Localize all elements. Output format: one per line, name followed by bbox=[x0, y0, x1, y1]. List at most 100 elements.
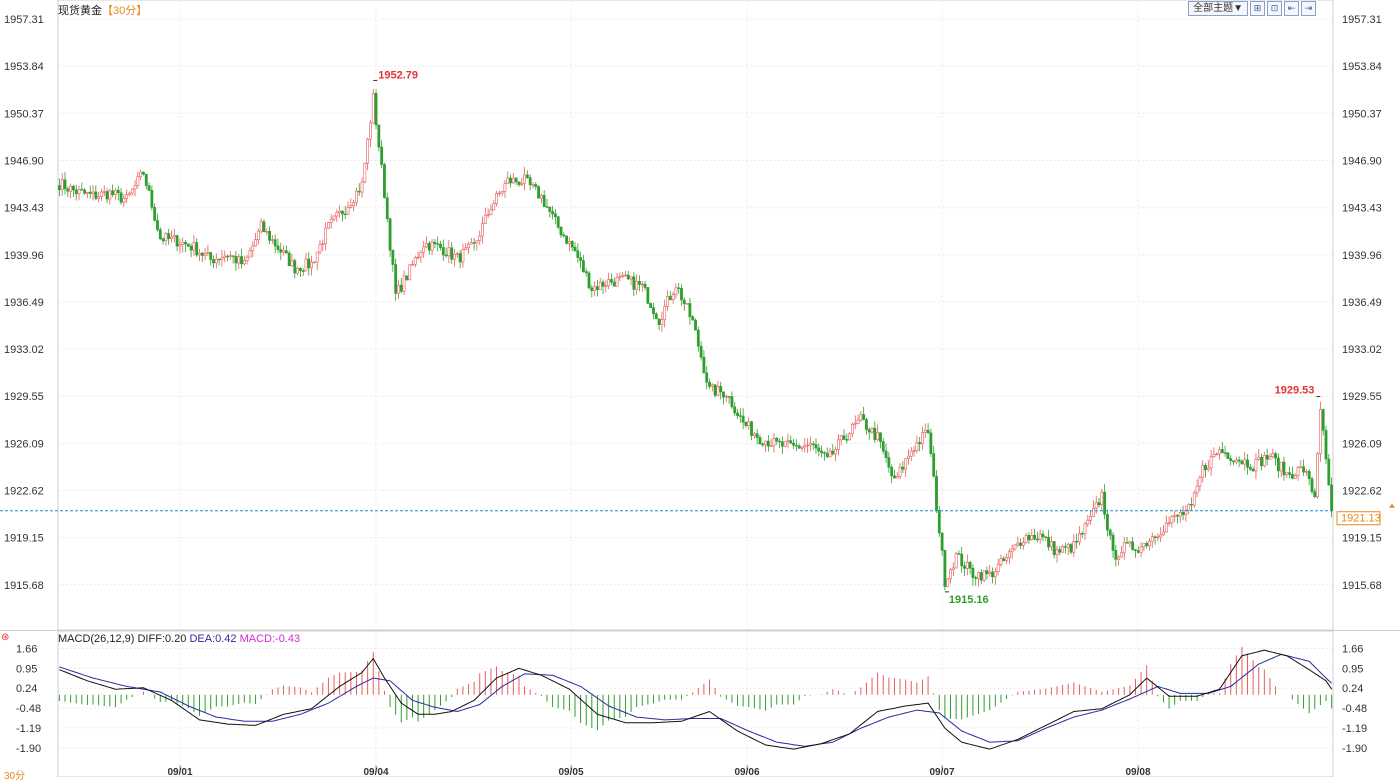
candle-body bbox=[668, 296, 672, 301]
candle-body bbox=[932, 453, 936, 477]
candle-body bbox=[416, 256, 420, 259]
candle-body bbox=[125, 194, 129, 199]
candle-body bbox=[1318, 409, 1322, 455]
candle-body bbox=[142, 171, 145, 175]
candle-body bbox=[217, 258, 221, 261]
candle-body bbox=[265, 231, 269, 233]
candle-body bbox=[1019, 542, 1022, 546]
candle-body bbox=[926, 429, 930, 434]
candle-body bbox=[1010, 548, 1014, 552]
candle-body bbox=[1044, 536, 1048, 538]
candle-body bbox=[489, 209, 493, 215]
candle-body bbox=[436, 243, 440, 245]
candle-body bbox=[284, 250, 288, 254]
candle-body bbox=[570, 241, 574, 248]
candle-body bbox=[1162, 531, 1165, 536]
candle-body bbox=[486, 214, 490, 216]
candle-body bbox=[453, 253, 456, 260]
candle-body bbox=[607, 279, 611, 287]
candle-body bbox=[1033, 534, 1036, 540]
candle-body bbox=[951, 567, 955, 570]
first-icon[interactable]: ⇤ bbox=[1284, 1, 1299, 16]
candle-body bbox=[1041, 533, 1045, 538]
candle-body bbox=[624, 274, 627, 277]
candle-body bbox=[567, 241, 571, 244]
candle-body bbox=[907, 455, 910, 459]
candle-body bbox=[1111, 534, 1115, 551]
candle-body bbox=[963, 565, 966, 569]
price-axis-label-right: 1915.68 bbox=[1342, 580, 1382, 592]
candle-body bbox=[366, 138, 370, 164]
candle-body bbox=[248, 250, 252, 258]
candle-body bbox=[1136, 550, 1140, 553]
candle-body bbox=[1142, 542, 1146, 548]
candle-body bbox=[991, 571, 994, 578]
candle-body bbox=[893, 475, 896, 479]
price-axis-label-right: 1953.84 bbox=[1342, 61, 1382, 73]
candle-body bbox=[1106, 514, 1109, 531]
candle-body bbox=[565, 235, 569, 244]
price-axis-label-left: 1957.31 bbox=[4, 14, 44, 26]
candle-body bbox=[744, 421, 748, 426]
candle-body bbox=[472, 242, 476, 244]
price-axis-label-left: 1939.96 bbox=[4, 250, 44, 262]
candle-body bbox=[63, 179, 67, 190]
candle-body bbox=[430, 241, 434, 251]
candle-body bbox=[312, 261, 316, 264]
candle-body bbox=[851, 423, 854, 435]
candle-body bbox=[680, 288, 683, 301]
price-axis-label-left: 1950.37 bbox=[4, 108, 44, 120]
macd-name: MACD(26,12,9) bbox=[58, 633, 135, 645]
candle-body bbox=[562, 234, 566, 237]
last-icon[interactable]: ⇥ bbox=[1301, 1, 1316, 16]
candle-body bbox=[492, 203, 496, 211]
candle-body bbox=[511, 177, 515, 184]
candle-body bbox=[517, 181, 521, 185]
fit-icon[interactable]: ⊡ bbox=[1267, 1, 1282, 16]
candle-body bbox=[369, 122, 372, 140]
macd-axis-label-right: -0.48 bbox=[1342, 703, 1367, 715]
current-price-box bbox=[1336, 511, 1381, 526]
date-axis-label: 09/04 bbox=[363, 767, 388, 777]
candle-body bbox=[130, 188, 134, 194]
theme-dropdown[interactable]: 全部主题▼ bbox=[1188, 1, 1248, 16]
macd-axis-label-right: -1.90 bbox=[1342, 743, 1367, 755]
candle-body bbox=[996, 563, 1000, 572]
expand-icon[interactable]: ⊞ bbox=[1250, 1, 1265, 16]
candle-body bbox=[1285, 472, 1289, 476]
candle-body bbox=[503, 183, 507, 192]
candle-body bbox=[341, 210, 344, 215]
candle-body bbox=[178, 244, 182, 247]
candle-body bbox=[710, 384, 714, 387]
candle-body bbox=[842, 435, 846, 440]
candle-body bbox=[66, 188, 70, 192]
candle-body bbox=[97, 196, 101, 199]
candle-body bbox=[408, 264, 412, 281]
candle-body bbox=[730, 396, 734, 408]
candle-body bbox=[307, 258, 311, 269]
period-tag[interactable]: 30分 bbox=[4, 771, 26, 782]
candle-body bbox=[769, 445, 773, 447]
candle-body bbox=[1198, 477, 1202, 487]
candle-body bbox=[455, 253, 459, 255]
candle-body bbox=[270, 239, 274, 241]
candle-body bbox=[228, 255, 232, 257]
candle-body bbox=[657, 318, 661, 325]
candle-body bbox=[736, 412, 739, 416]
candle-body bbox=[357, 190, 361, 193]
candle-body bbox=[170, 236, 173, 239]
candle-body bbox=[282, 250, 285, 253]
candle-body bbox=[1265, 455, 1269, 460]
candle-body bbox=[1184, 509, 1188, 515]
price-axis-label-left: 1919.15 bbox=[4, 533, 44, 545]
candle-body bbox=[399, 284, 403, 292]
indicator-settings-icon[interactable]: ⊛ bbox=[1, 632, 10, 643]
candle-body bbox=[654, 313, 658, 320]
price-axis-label-right: 1950.37 bbox=[1342, 108, 1382, 120]
candle-body bbox=[862, 414, 866, 420]
candle-body bbox=[528, 177, 532, 185]
candle-body bbox=[638, 281, 641, 285]
date-axis-label: 09/06 bbox=[734, 767, 759, 777]
candle-body bbox=[164, 233, 168, 242]
candle-body bbox=[298, 268, 302, 272]
